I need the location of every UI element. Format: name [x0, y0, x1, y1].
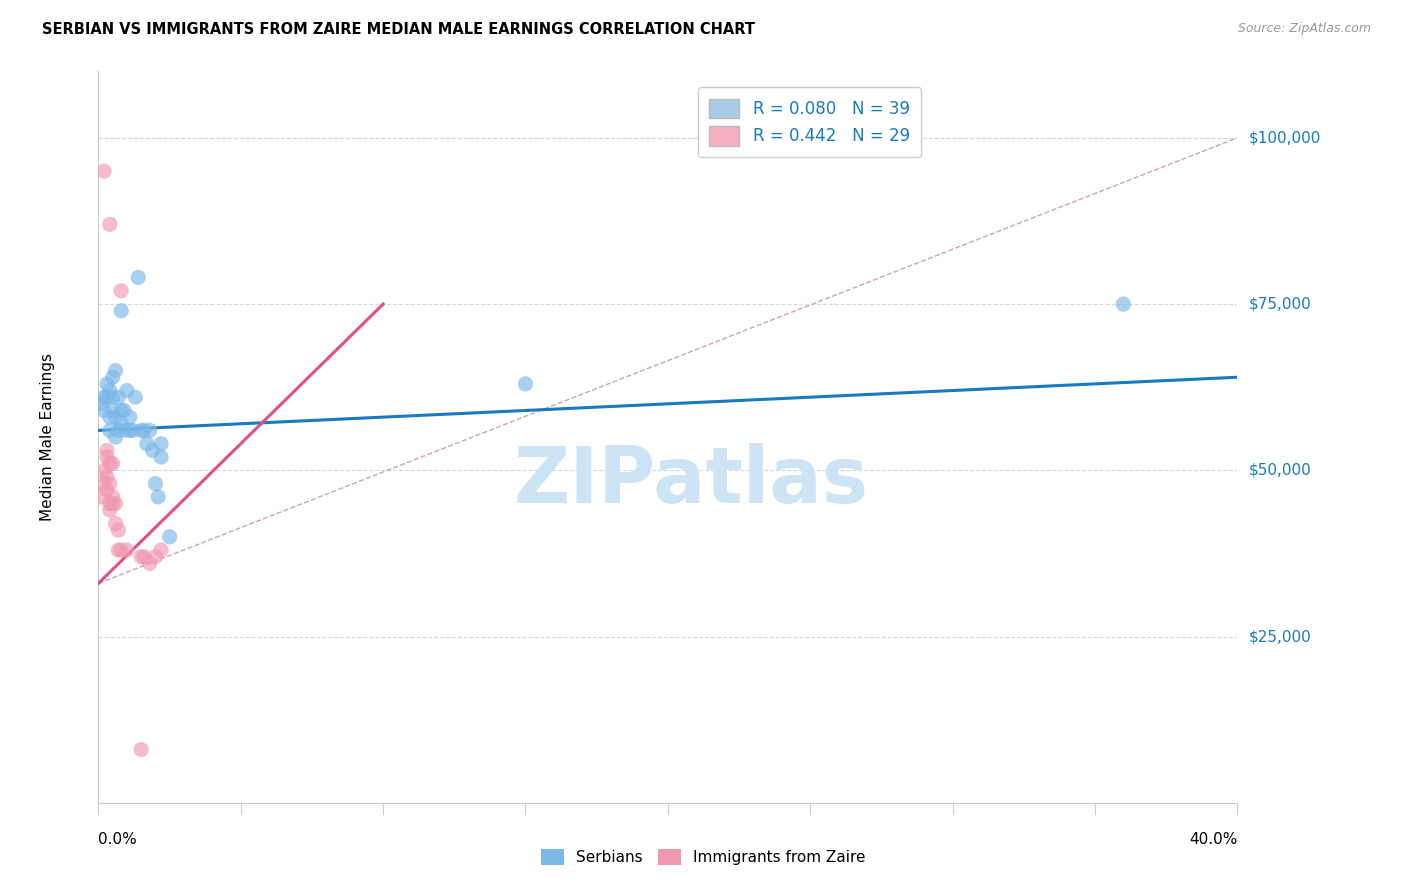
Text: $25,000: $25,000 [1249, 629, 1312, 644]
Point [159, 530, 181, 544]
Text: SERBIAN VS IMMIGRANTS FROM ZAIRE MEDIAN MALE EARNINGS CORRELATION CHART: SERBIAN VS IMMIGRANTS FROM ZAIRE MEDIAN … [42, 22, 755, 37]
Point [107, 390, 129, 404]
Point [1112, 297, 1135, 311]
Point [124, 390, 146, 404]
Point [104, 497, 127, 511]
Point [132, 424, 155, 438]
Point [110, 284, 132, 298]
Point [101, 403, 124, 417]
Text: $100,000: $100,000 [1249, 130, 1320, 145]
Point [93, 403, 115, 417]
Point [104, 516, 127, 531]
Point [138, 557, 160, 571]
Point [101, 490, 124, 504]
Point [110, 303, 132, 318]
Text: $75,000: $75,000 [1249, 297, 1312, 311]
Point [112, 403, 135, 417]
Point [148, 490, 170, 504]
Text: $50,000: $50,000 [1249, 463, 1312, 478]
Point [112, 424, 135, 438]
Point [98, 457, 121, 471]
Point [132, 549, 155, 564]
Point [101, 497, 124, 511]
Point [98, 217, 121, 231]
Point [96, 470, 118, 484]
Point [96, 443, 118, 458]
Point [135, 436, 157, 450]
Text: ZIPatlas: ZIPatlas [513, 443, 868, 519]
Point [93, 164, 115, 178]
Point [90, 397, 112, 411]
Point [98, 497, 121, 511]
Point [98, 424, 121, 438]
Point [96, 390, 118, 404]
Point [150, 543, 173, 558]
Point [141, 443, 163, 458]
Point [150, 436, 173, 450]
Text: Source: ZipAtlas.com: Source: ZipAtlas.com [1237, 22, 1371, 36]
Text: 40.0%: 40.0% [1189, 832, 1237, 847]
Point [127, 270, 149, 285]
Point [129, 549, 152, 564]
Point [107, 543, 129, 558]
Point [104, 430, 127, 444]
Point [138, 424, 160, 438]
Point [129, 424, 152, 438]
Legend: R = 0.080   N = 39, R = 0.442   N = 29: R = 0.080 N = 39, R = 0.442 N = 29 [697, 87, 921, 157]
Point [104, 363, 127, 377]
Point [98, 503, 121, 517]
Point [104, 410, 127, 425]
Point [98, 410, 121, 425]
Point [115, 543, 138, 558]
Point [96, 450, 118, 464]
Point [118, 424, 141, 438]
Legend: Serbians, Immigrants from Zaire: Serbians, Immigrants from Zaire [534, 843, 872, 871]
Point [93, 390, 115, 404]
Text: Median Male Earnings: Median Male Earnings [39, 353, 55, 521]
Point [98, 476, 121, 491]
Point [93, 476, 115, 491]
Point [93, 463, 115, 477]
Point [101, 390, 124, 404]
Point [110, 543, 132, 558]
Point [129, 742, 152, 756]
Point [515, 376, 537, 391]
Point [107, 523, 129, 537]
Point [101, 457, 124, 471]
Point [110, 417, 132, 431]
Point [145, 476, 167, 491]
Point [101, 370, 124, 384]
Point [96, 483, 118, 498]
Point [118, 410, 141, 425]
Point [98, 384, 121, 398]
Point [115, 384, 138, 398]
Point [96, 376, 118, 391]
Text: 0.0%: 0.0% [98, 832, 138, 847]
Point [150, 450, 173, 464]
Point [110, 403, 132, 417]
Point [145, 549, 167, 564]
Point [107, 424, 129, 438]
Point [90, 490, 112, 504]
Point [121, 424, 143, 438]
